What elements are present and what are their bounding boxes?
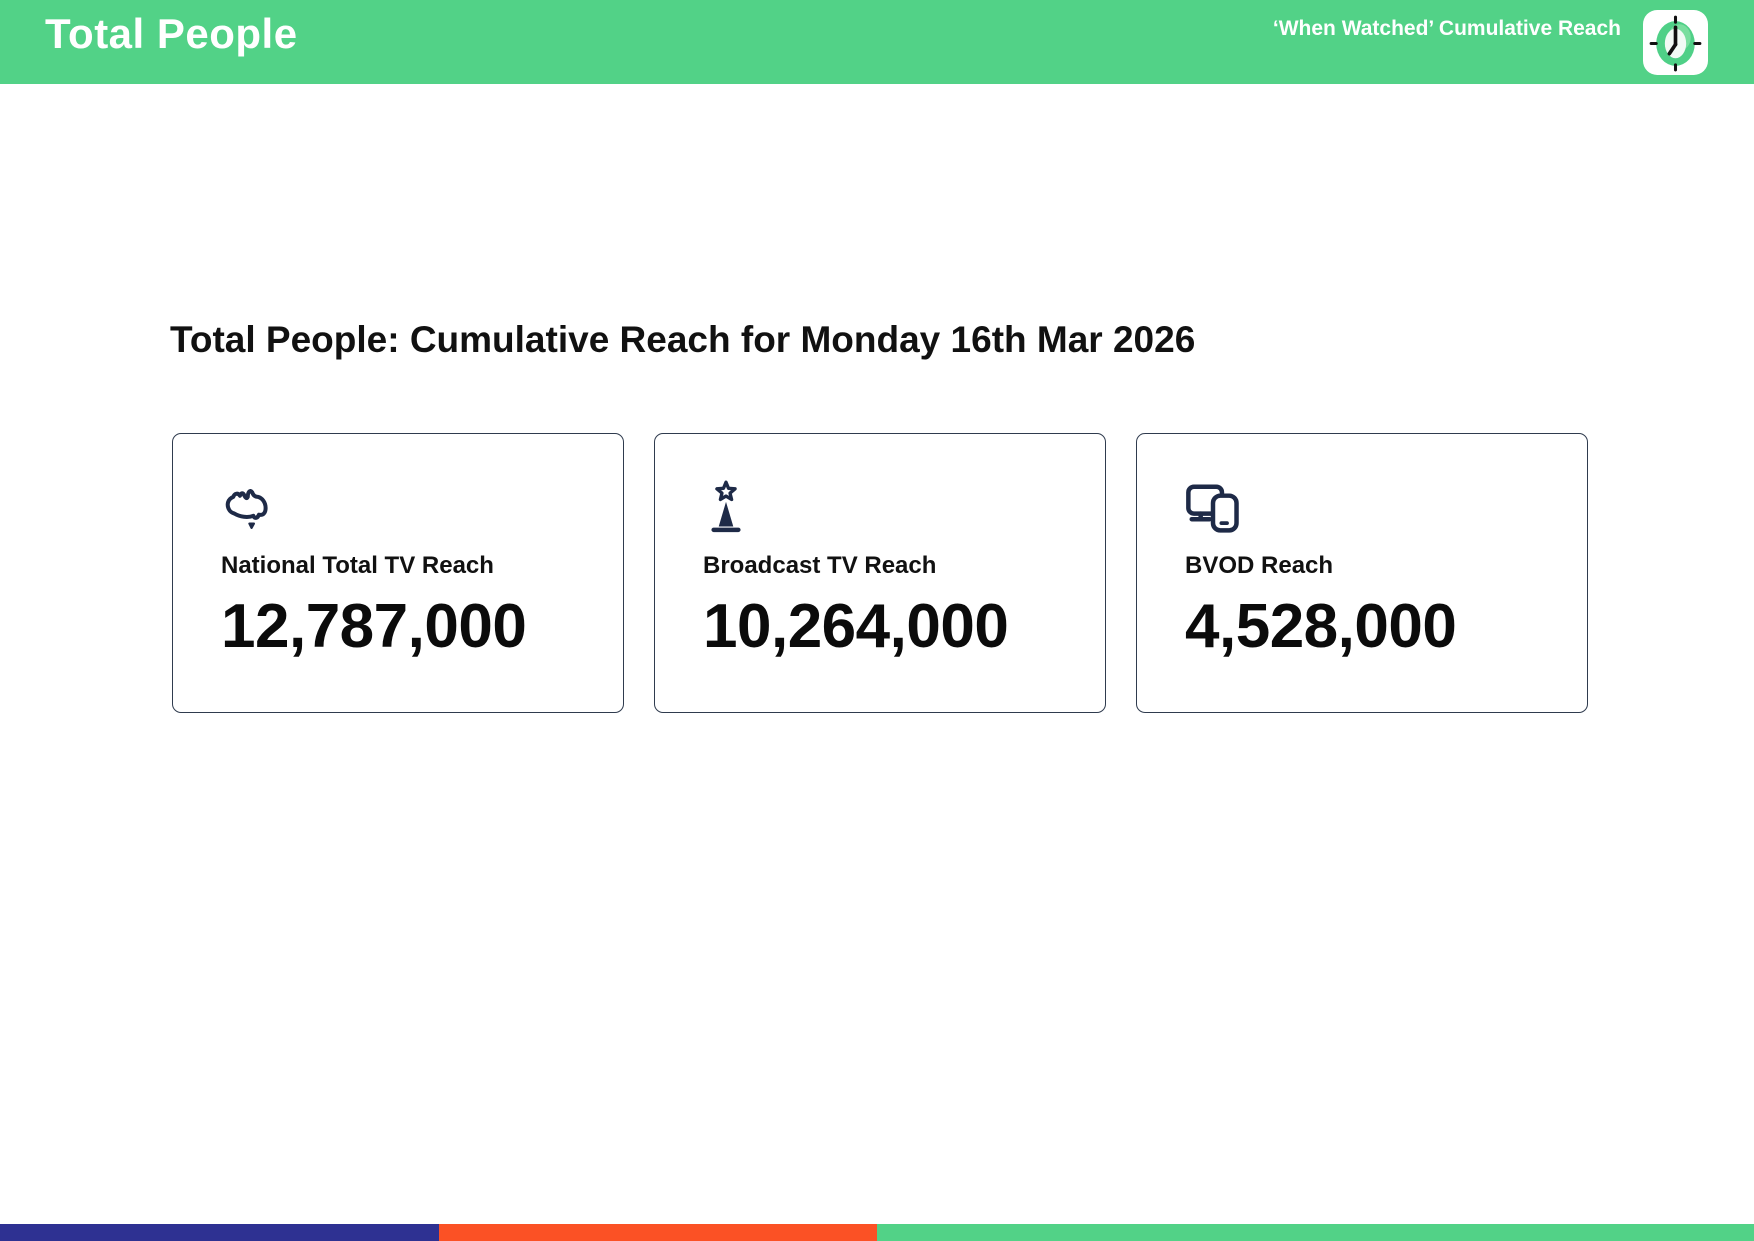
card-value: 10,264,000	[703, 591, 1009, 661]
card-value: 4,528,000	[1185, 591, 1457, 661]
footer-color-bar	[0, 1224, 1754, 1241]
broadcast-tower-icon	[703, 480, 1059, 536]
clock-logo-icon	[1643, 10, 1708, 75]
card-value: 12,787,000	[221, 591, 527, 661]
australia-map-icon	[221, 480, 577, 536]
header-bar: Total People ‘When Watched’ Cumulative R…	[0, 0, 1754, 84]
section-heading: Total People: Cumulative Reach for Monda…	[170, 319, 1196, 360]
header-subtitle: ‘When Watched’ Cumulative Reach	[1272, 17, 1621, 40]
footer-green-segment	[877, 1224, 1754, 1241]
header-right-group: ‘When Watched’ Cumulative Reach	[1273, 10, 1708, 75]
card-national-total-tv-reach: National Total TV Reach 12,787,000	[172, 433, 624, 713]
devices-icon	[1185, 480, 1541, 536]
footer-orange-segment	[438, 1224, 877, 1241]
footer-blue-segment	[0, 1224, 439, 1241]
kpi-cards-row: National Total TV Reach 12,787,000 Broad…	[172, 433, 1588, 713]
page-title: Total People	[45, 10, 298, 57]
card-bvod-reach: BVOD Reach 4,528,000	[1136, 433, 1588, 713]
card-label: Broadcast TV Reach	[703, 552, 937, 579]
card-label: National Total TV Reach	[221, 552, 494, 579]
card-broadcast-tv-reach: Broadcast TV Reach 10,264,000	[654, 433, 1106, 713]
card-label: BVOD Reach	[1185, 552, 1334, 579]
